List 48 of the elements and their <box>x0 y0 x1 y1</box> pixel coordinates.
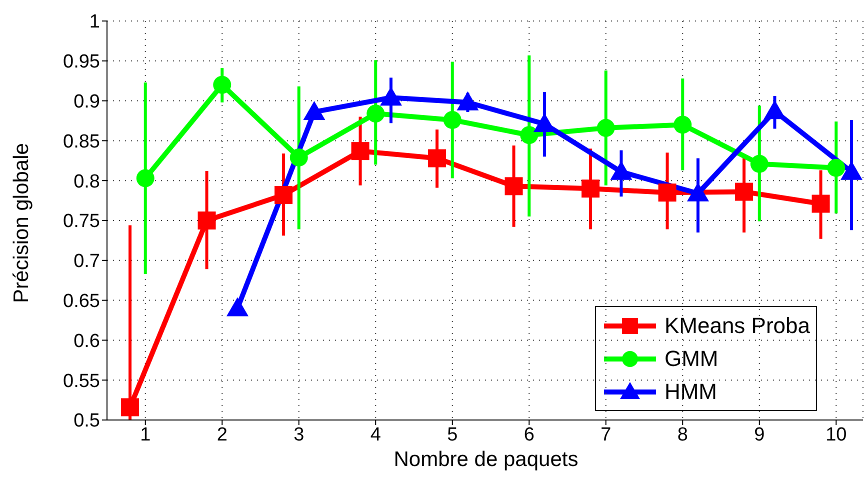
point <box>582 180 600 198</box>
x-tick-label: 2 <box>216 424 228 446</box>
point <box>812 194 830 213</box>
x-tick-label: 1 <box>140 424 151 446</box>
point <box>366 104 385 123</box>
y-tick-label: 0.55 <box>63 370 100 392</box>
x-tick-label: 3 <box>294 424 304 446</box>
x-tick-label: 7 <box>600 424 612 446</box>
y-tick-label: 0.75 <box>63 211 100 232</box>
point <box>596 118 615 137</box>
legend-label: HMM <box>664 378 718 404</box>
point <box>121 398 140 416</box>
x-tick-label: 6 <box>524 424 534 446</box>
point <box>198 212 216 230</box>
point <box>290 148 308 166</box>
x-tick-label: 8 <box>677 424 688 446</box>
y-tick-label: 0.6 <box>74 330 100 352</box>
point <box>674 116 692 134</box>
point <box>827 158 846 177</box>
y-tick-label: 1 <box>89 12 100 33</box>
x-tick-label: 5 <box>447 424 458 446</box>
legend-label: KMeans Proba <box>664 312 810 338</box>
point <box>443 110 462 129</box>
y-tick-label: 0.95 <box>63 52 100 73</box>
y-axis-title: Précision globale <box>10 143 34 303</box>
point <box>658 184 676 202</box>
point <box>520 126 538 144</box>
y-tick-label: 0.5 <box>74 410 100 432</box>
point <box>750 154 768 173</box>
point <box>351 142 370 160</box>
x-axis-title: Nombre de paquets <box>392 448 580 472</box>
point <box>136 169 154 188</box>
point <box>428 149 446 168</box>
point <box>456 91 479 110</box>
y-tick-label: 0.85 <box>63 131 100 152</box>
x-tick-label: 9 <box>754 424 765 446</box>
y-tick-label: 0.9 <box>74 92 100 113</box>
y-tick-label: 0.7 <box>74 251 100 272</box>
y-tick-label: 0.65 <box>63 291 100 312</box>
point <box>735 182 754 201</box>
legend-label: GMM <box>664 346 718 372</box>
point <box>303 100 326 120</box>
x-tick-label: 10 <box>826 424 847 446</box>
x-tick-label: 4 <box>370 424 382 446</box>
point <box>274 186 293 204</box>
point <box>504 177 523 196</box>
point <box>213 76 232 94</box>
y-tick-label: 0.8 <box>74 171 100 192</box>
